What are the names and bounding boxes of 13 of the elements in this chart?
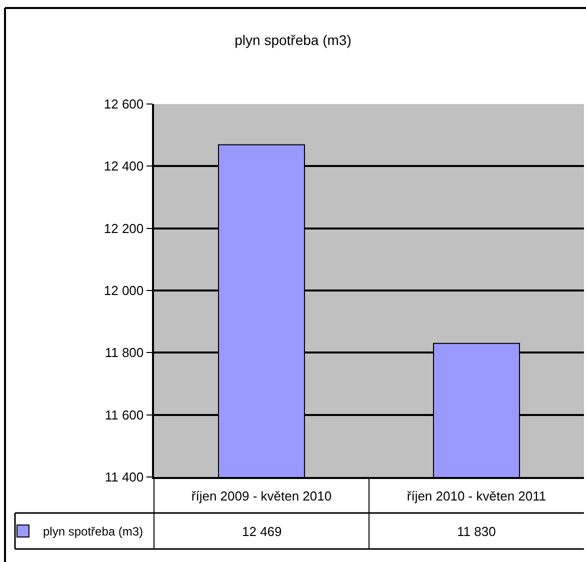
y-tick-label: 12 600	[104, 96, 144, 112]
chart-title: plyn spotřeba (m3)	[234, 32, 352, 48]
legend-label: plyn spotřeba (m3)	[43, 524, 144, 539]
y-tick-label: 12 200	[104, 220, 144, 236]
data-label: 12 469	[242, 524, 282, 539]
y-tick-label: 11 800	[104, 345, 144, 360]
x-tick-label: říjen 2009 - květen 2010	[191, 488, 332, 504]
y-tick-label: 11 600	[104, 407, 144, 422]
y-tick-label: 12 400	[104, 158, 144, 174]
x-tick-label: říjen 2010 - květen 2011	[406, 488, 546, 504]
y-tick-label: 12 000	[104, 283, 144, 298]
data-label: 11 830	[457, 524, 496, 539]
y-tick-label: 11 400	[104, 470, 144, 485]
